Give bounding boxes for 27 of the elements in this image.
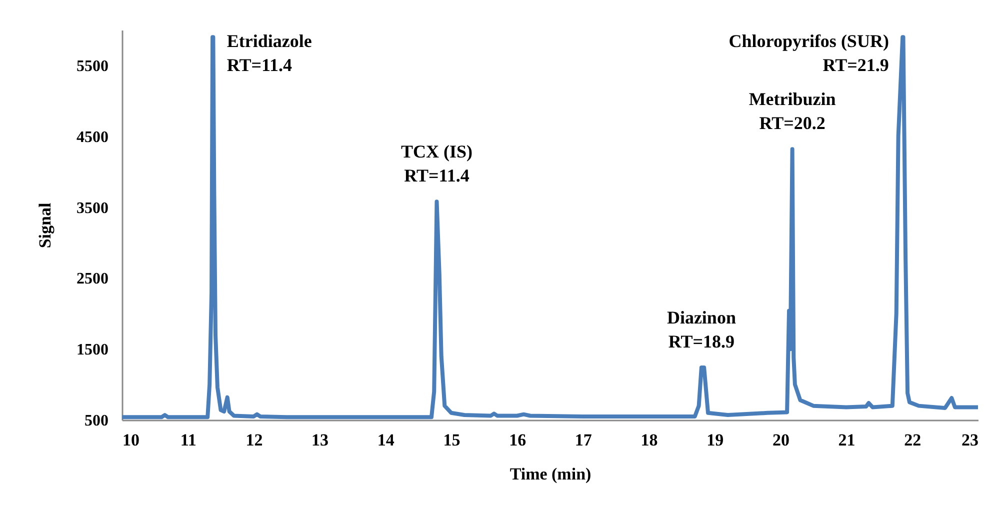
annotation: Etridiazole RT=11.4 [226,31,312,76]
y-tick-label: 2500 [76,270,108,288]
x-tick-label: 10 [122,430,140,450]
x-tick-label: 11 [180,430,196,450]
annotation: Metribuzin RT=20.2 [748,89,836,134]
x-tick-label: 18 [640,430,658,450]
y-tick-label: 1500 [76,342,108,359]
x-tick-label: 14 [377,430,395,450]
annotation: Diazinon RT=18.9 [666,308,736,352]
y-tick-label: 500 [84,412,108,430]
y-tick-label: 4500 [76,128,108,146]
x-tick-label: 22 [904,430,922,450]
x-tick-label: 20 [772,430,790,450]
y-tick-label: 3500 [76,200,108,217]
x-tick-label: 23 [962,430,978,450]
annotation: Chloropyrifos (SUR) RT=21.9 [728,31,889,76]
x-axis-title: Time (min) [510,464,592,484]
x-tick-label: 17 [574,430,592,450]
x-tick-label: 13 [312,430,329,450]
x-tick-label: 15 [443,430,460,450]
y-axis-title: Signal [36,202,54,248]
x-tick-label: 12 [246,430,263,450]
x-tick-label: 19 [706,430,724,450]
annotation: TCX (IS) RT=11.4 [400,142,472,186]
x-tick-label: 21 [838,430,856,450]
y-tick-label: 5500 [76,58,108,75]
x-tick-label: 16 [509,430,526,450]
